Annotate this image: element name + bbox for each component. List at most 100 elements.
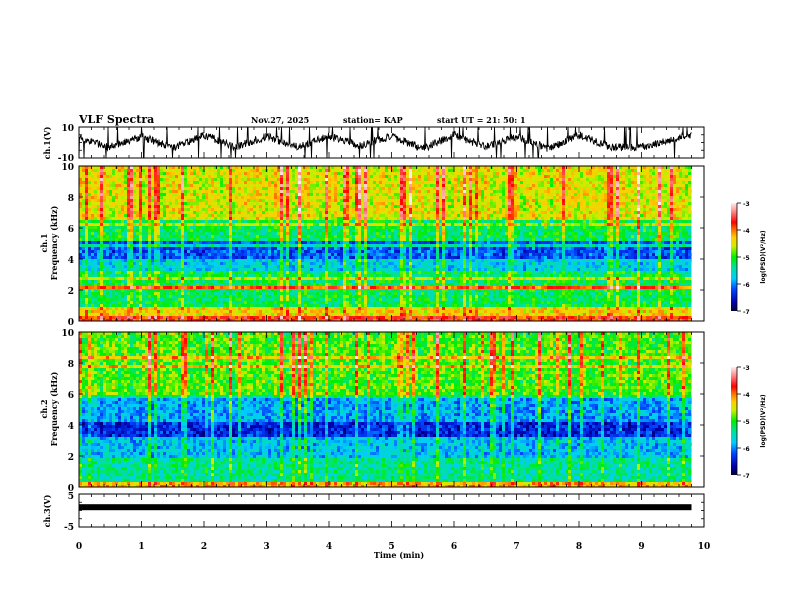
ch1-spectrogram-cell (511, 214, 514, 217)
ch1-spectrogram-cell (340, 229, 343, 232)
ch1-spectrogram-cell (559, 193, 562, 196)
ch1-spectrogram-cell (592, 175, 595, 178)
ch1-spectrogram-cell (427, 232, 430, 235)
ch1-spectrogram-cell (673, 190, 676, 193)
ch1-spectrogram-cell (457, 199, 460, 202)
ch1-spectrogram-cell (349, 220, 352, 223)
ch1-spectrogram-cell (379, 169, 382, 172)
ch1-spectrogram-cell (358, 223, 361, 226)
ch1-spectrogram-cell (658, 235, 661, 238)
ch1-spectrogram-cell (226, 172, 229, 175)
ch1-spectrogram-cell (334, 214, 337, 217)
ch1-spectrogram-cell (499, 217, 502, 220)
ch1-spectrogram-cell (511, 169, 514, 172)
ch1-spectrogram-cell (601, 175, 604, 178)
ch1-spectrogram-cell (676, 181, 679, 184)
ch1-spectrogram-cell (202, 190, 205, 193)
ch1-spectrogram-cell (163, 208, 166, 211)
ch1-spectrogram-cell (658, 223, 661, 226)
ch1-spectrogram-cell (199, 217, 202, 220)
ch1-spectrogram-cell (109, 223, 112, 226)
ch1-spectrogram-cell (658, 178, 661, 181)
ch1-spectrogram-cell (580, 226, 583, 229)
ch1-spectrogram-cell (472, 184, 475, 187)
ch1-spectrogram-cell (109, 175, 112, 178)
ch1-spectrogram-cell (232, 226, 235, 229)
ch1-spectrogram-cell (565, 169, 568, 172)
ch1-spectrogram-cell (652, 208, 655, 211)
ch1-spectrogram-cell (436, 169, 439, 172)
ch1-spectrogram-cell (460, 211, 463, 214)
ch1-spectrogram-cell (478, 235, 481, 238)
ch1-spectrogram-cell (634, 184, 637, 187)
ch1-spectrogram-cell (652, 214, 655, 217)
ch1-spectrogram-cell (199, 232, 202, 235)
ch1-spectrogram-cell (475, 223, 478, 226)
ch1-spectrogram-cell (556, 205, 559, 208)
ch1-spectrogram-cell (316, 196, 319, 199)
ch1-spectrogram-cell (370, 202, 373, 205)
ch1-spectrogram-cell (466, 220, 469, 223)
ch1-spectrogram-cell (574, 202, 577, 205)
ch1-spectrogram-cell (340, 223, 343, 226)
ch1-spectrogram-cell (457, 178, 460, 181)
ch1-spectrogram-cell (448, 193, 451, 196)
ch1-spectrogram-cell (238, 226, 241, 229)
ch1-spectrogram-cell (412, 214, 415, 217)
ch1-spectrogram-cell (535, 175, 538, 178)
ch1-spectrogram-cell (304, 166, 307, 169)
ch1-spectrogram-cell (637, 223, 640, 226)
ch1-spectrogram-cell (250, 199, 253, 202)
ch1-spectrogram-cell (412, 229, 415, 232)
ch1-spectrogram-cell (412, 217, 415, 220)
ch1-spectrogram-cell (505, 214, 508, 217)
ch1-spectrogram-cell (358, 208, 361, 211)
ch1-spectrogram-cell (181, 193, 184, 196)
ch1-spectrogram-cell (277, 211, 280, 214)
ch1-spectrogram-cell (274, 220, 277, 223)
ch1-spectrogram-cell (493, 184, 496, 187)
ch1-spectrogram-cell (394, 172, 397, 175)
ch1-spectrogram-cell (214, 190, 217, 193)
ch1-spectrogram-cell (274, 226, 277, 229)
ch1-spectrogram-cell (244, 226, 247, 229)
ch1-spectrogram-cell (676, 223, 679, 226)
ch1-spectrogram-cell (592, 190, 595, 193)
ch1-spectrogram-cell (151, 172, 154, 175)
ch1-spectrogram-cell (445, 217, 448, 220)
ch1-spectrogram-cell (355, 196, 358, 199)
ch1-spectrogram-cell (346, 184, 349, 187)
ch1-spectrogram-cell (175, 223, 178, 226)
ch1-spectrogram-cell (391, 169, 394, 172)
ch1-spectrogram-cell (640, 217, 643, 220)
ch1-spectrogram-cell (226, 178, 229, 181)
ch1-spectrogram-cell (391, 175, 394, 178)
ch1-spectrogram-cell (655, 184, 658, 187)
ch1-spectrogram-cell (568, 226, 571, 229)
ch1-spectrogram-cell (472, 235, 475, 238)
ch1-spectrogram-cell (418, 184, 421, 187)
ch1-spectrogram-cell (586, 172, 589, 175)
ch1-spectrogram-cell (610, 226, 613, 229)
ch1-spectrogram-cell (223, 169, 226, 172)
ch1-spectrogram-cell (505, 226, 508, 229)
ch1-spectrogram-cell (163, 211, 166, 214)
ch1-spectrogram-cell (241, 226, 244, 229)
ch1-spectrogram-cell (484, 184, 487, 187)
ch1-spectrogram-cell (190, 214, 193, 217)
ch1-spectrogram-cell (460, 199, 463, 202)
ch1-spectrogram-cell (85, 217, 88, 220)
ch1-spectrogram-cell (169, 181, 172, 184)
ch1-spectrogram-cell (343, 235, 346, 238)
ch1-spectrogram-cell (124, 172, 127, 175)
ch1-spectrogram-cell (328, 202, 331, 205)
ch1-spectrogram-cell (214, 193, 217, 196)
ch1-spectrogram-cell (661, 166, 664, 169)
ch1-spectrogram-cell (469, 226, 472, 229)
ch1-spectrogram-cell (250, 202, 253, 205)
ch1-spectrogram-cell (181, 229, 184, 232)
ch1-spectrogram-cell (265, 187, 268, 190)
ch1-spectrogram-cell (295, 184, 298, 187)
ch1-spectrogram-cell (430, 229, 433, 232)
ch1-spectrogram-cell (304, 229, 307, 232)
